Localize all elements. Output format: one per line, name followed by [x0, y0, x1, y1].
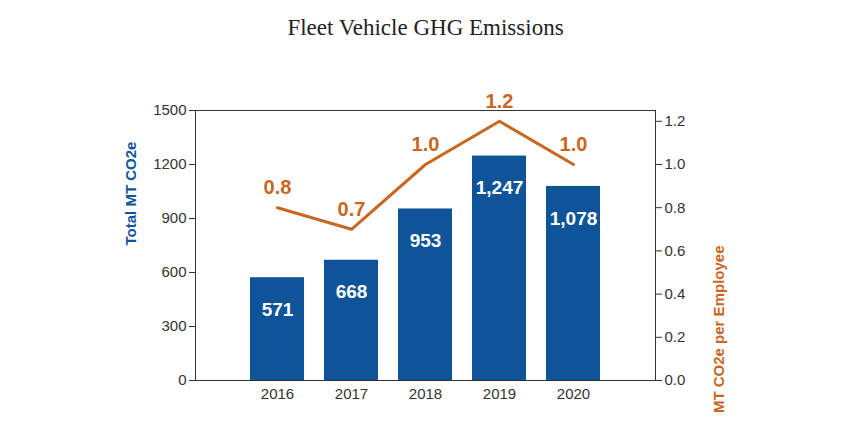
svg-text:1200: 1200 [153, 155, 186, 172]
svg-text:2017: 2017 [335, 385, 368, 402]
svg-text:0.2: 0.2 [665, 328, 686, 345]
svg-text:953: 953 [410, 230, 442, 251]
svg-text:MT CO2e per Employee: MT CO2e per Employee [710, 246, 727, 413]
svg-text:0.4: 0.4 [665, 285, 686, 302]
html-text:Fleet Vehicle GHG Emissions: Fleet Vehicle GHG Emissions [287, 15, 564, 40]
svg-text:0.6: 0.6 [665, 242, 686, 259]
svg-text:1,078: 1,078 [550, 208, 598, 229]
svg-text:1.2: 1.2 [665, 112, 686, 129]
svg-text:2020: 2020 [557, 385, 590, 402]
svg-text:1.0: 1.0 [665, 155, 686, 172]
svg-text:600: 600 [161, 263, 186, 280]
svg-text:0.8: 0.8 [665, 199, 686, 216]
svg-text:900: 900 [161, 209, 186, 226]
svg-text:0.8: 0.8 [264, 176, 292, 198]
svg-text:300: 300 [161, 317, 186, 334]
svg-text:1.0: 1.0 [560, 133, 588, 155]
svg-text:0.0: 0.0 [665, 371, 686, 388]
svg-text:2016: 2016 [261, 385, 294, 402]
svg-text:1,247: 1,247 [476, 177, 524, 198]
svg-text:571: 571 [262, 299, 294, 320]
svg-text:2019: 2019 [483, 385, 516, 402]
svg-text:668: 668 [336, 281, 368, 302]
svg-text:1.0: 1.0 [412, 133, 440, 155]
svg-text:1.2: 1.2 [486, 90, 514, 112]
svg-text:1500: 1500 [153, 101, 186, 118]
svg-text:0: 0 [178, 371, 186, 388]
svg-text:Total MT CO2e: Total MT CO2e [122, 142, 139, 246]
svg-text:0.7: 0.7 [338, 198, 366, 220]
svg-text:2018: 2018 [409, 385, 442, 402]
